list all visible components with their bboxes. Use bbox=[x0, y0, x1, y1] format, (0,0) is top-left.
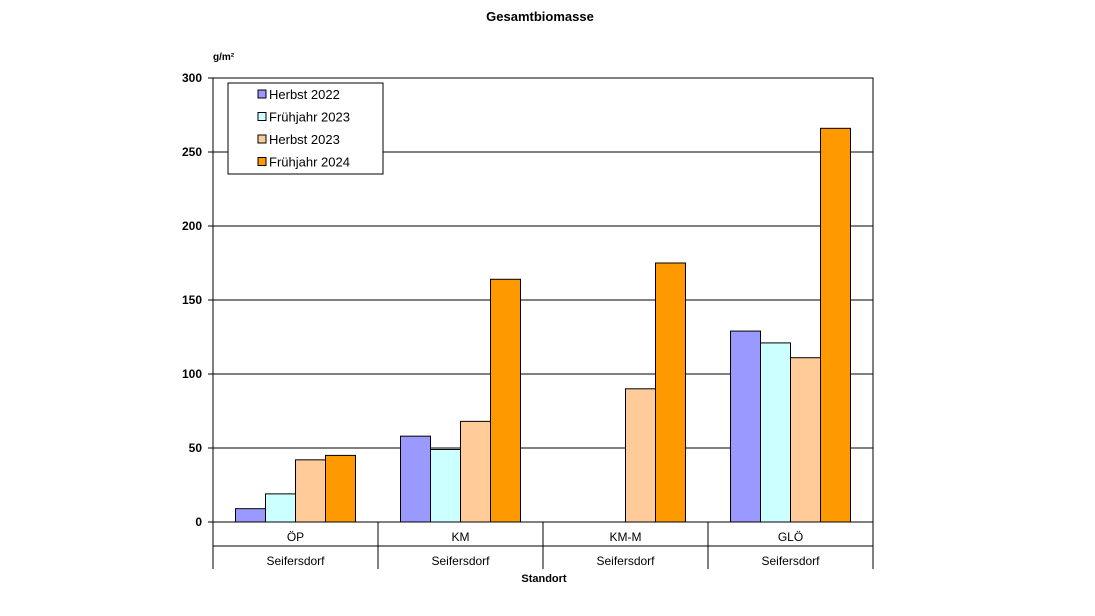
bars bbox=[235, 127, 851, 523]
legend-box bbox=[227, 82, 384, 175]
y-tick-label: 200 bbox=[182, 219, 202, 233]
bar bbox=[430, 448, 461, 523]
x-axis-label: Standort bbox=[521, 573, 567, 585]
bar bbox=[490, 278, 521, 523]
bar bbox=[790, 357, 821, 523]
y-tick-label: 300 bbox=[182, 71, 202, 85]
x-group-label: Seifersdorf bbox=[761, 554, 820, 568]
x-axis: ÖP Seifersdorf KM Seifersdorf KM-M Seifersdor… bbox=[212, 522, 874, 569]
x-tick-label: KM-M bbox=[610, 530, 642, 544]
x-group-label: Seifersdorf bbox=[431, 554, 490, 568]
y-axis-unit: g/m² bbox=[213, 52, 235, 63]
bar bbox=[730, 330, 761, 523]
legend: Herbst 2022 Frühjahr 2023 Herbst 2023 Frühj… bbox=[227, 82, 384, 175]
bar bbox=[265, 493, 296, 523]
x-tick-label: KM bbox=[452, 530, 470, 544]
legend-label: Frühjahr 2023 bbox=[269, 110, 350, 125]
y-tick-label: 250 bbox=[182, 145, 202, 159]
bar bbox=[400, 435, 431, 523]
bar bbox=[460, 420, 491, 523]
bar bbox=[295, 459, 326, 523]
legend-swatch bbox=[257, 112, 267, 121]
legend-label: Frühjahr 2024 bbox=[269, 155, 350, 170]
x-tick-label: ÖP bbox=[287, 530, 304, 544]
y-axis-ticks: 0 50 100 150 200 250 300 bbox=[182, 71, 213, 529]
legend-swatch bbox=[257, 134, 267, 144]
y-tick-label: 100 bbox=[182, 367, 202, 381]
legend-swatch bbox=[257, 157, 267, 166]
legend-label: Herbst 2022 bbox=[269, 87, 340, 102]
y-tick-label: 150 bbox=[182, 293, 202, 307]
x-group-label: Seifersdorf bbox=[596, 554, 655, 568]
bar bbox=[760, 342, 791, 523]
x-group-label: Seifersdorf bbox=[266, 554, 325, 568]
legend-label: Herbst 2023 bbox=[269, 132, 340, 147]
x-tick-label: GLÖ bbox=[778, 530, 803, 544]
bar bbox=[625, 388, 656, 523]
bar bbox=[325, 454, 356, 523]
bar bbox=[655, 262, 686, 523]
bar bbox=[820, 127, 851, 523]
y-tick-label: 0 bbox=[195, 515, 202, 529]
chart-title: Gesamtbiomasse bbox=[486, 9, 594, 24]
y-tick-label: 50 bbox=[189, 441, 203, 455]
bar bbox=[235, 508, 266, 523]
legend-swatch bbox=[257, 89, 267, 99]
